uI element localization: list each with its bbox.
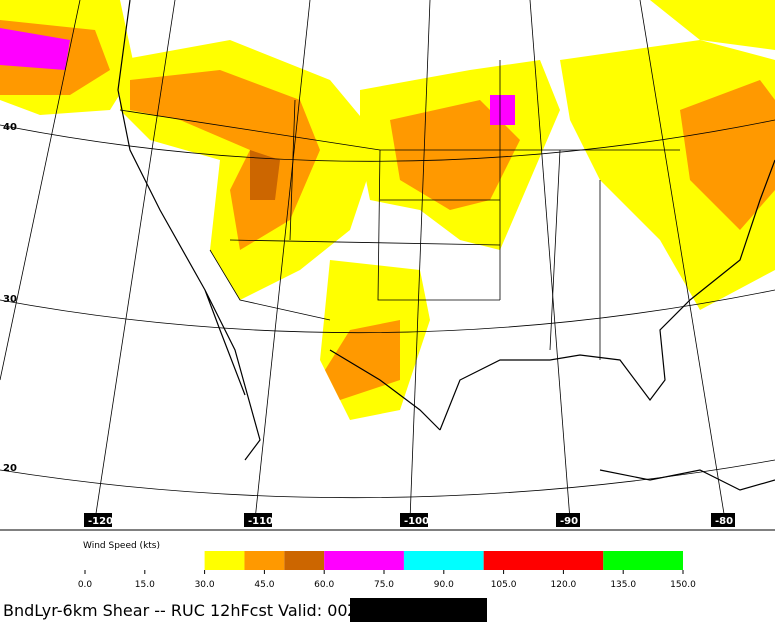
- outlines: [117, 0, 775, 491]
- colorbar-tick-label: 0.0: [78, 580, 93, 590]
- footer-title: BndLyr-6km Shear -- RUC 12hFcst Valid: 0…: [3, 601, 359, 620]
- colorbar-tick-label: 15.0: [135, 580, 155, 590]
- longitude-label: -90: [560, 516, 578, 527]
- colorbar-tick-label: 135.0: [610, 580, 636, 590]
- longitude-labels: -120 -110 -100 -90 -80: [84, 513, 735, 527]
- colorbar-segment: [403, 551, 484, 570]
- colorbar-tick-label: 60.0: [314, 580, 334, 590]
- colorbar-tick-label: 150.0: [670, 580, 696, 590]
- colorbar-tick-label: 30.0: [195, 580, 215, 590]
- longitude-label: -110: [248, 516, 273, 527]
- colorbar-tick-label: 120.0: [551, 580, 577, 590]
- latitude-label: 30: [3, 294, 17, 305]
- redaction: [350, 598, 487, 622]
- colorbar-segment: [483, 551, 604, 570]
- colorbar-tick-label: 90.0: [434, 580, 454, 590]
- wind-shading: [0, 0, 775, 420]
- latitude-label: 20: [3, 463, 17, 474]
- colorbar-segment: [603, 551, 683, 570]
- colorbar-segment: [284, 551, 325, 570]
- colorbar-segment: [204, 551, 245, 570]
- longitude-label: -120: [88, 516, 113, 527]
- colorbar-segment: [324, 551, 404, 570]
- graticule: [0, 0, 775, 521]
- longitude-label: -100: [404, 516, 429, 527]
- colorbar-tick-label: 105.0: [491, 580, 517, 590]
- colorbar: 0.0 15.0 30.0 45.0 60.0 75.0 90.0 105.0 120.0 135…: [78, 551, 696, 590]
- colorbar-segment: [244, 551, 285, 570]
- latitude-label: 40: [3, 122, 17, 133]
- colorbar-tick-label: 75.0: [374, 580, 394, 590]
- longitude-label: -80: [715, 516, 733, 527]
- colorbar-title: Wind Speed (kts): [83, 541, 160, 551]
- colorbar-tick-label: 45.0: [254, 580, 274, 590]
